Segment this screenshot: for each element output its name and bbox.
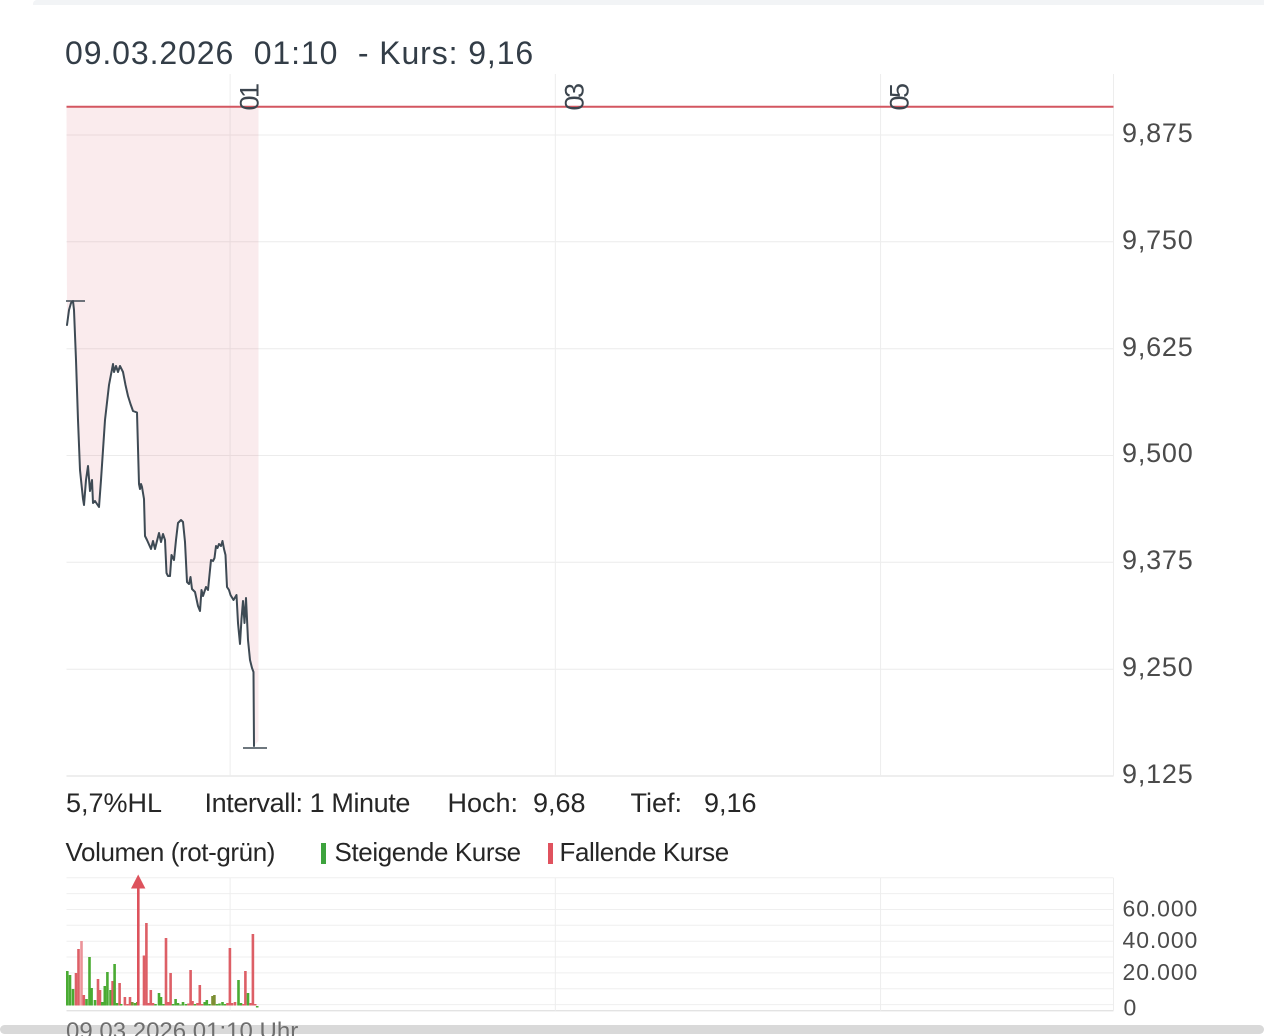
svg-text:20.000: 20.000 xyxy=(1123,959,1199,985)
svg-text:01: 01 xyxy=(235,84,265,111)
svg-text:9,750: 9,750 xyxy=(1122,225,1194,255)
svg-text:9,375: 9,375 xyxy=(1122,545,1194,575)
svg-text:9,125: 9,125 xyxy=(1122,759,1194,789)
svg-text:03: 03 xyxy=(560,84,590,111)
svg-text:40.000: 40.000 xyxy=(1123,927,1199,953)
svg-text:9,250: 9,250 xyxy=(1122,652,1194,682)
svg-text:60.000: 60.000 xyxy=(1123,895,1199,921)
svg-text:9,875: 9,875 xyxy=(1122,118,1194,148)
svg-text:05: 05 xyxy=(885,84,915,111)
svg-text:9,625: 9,625 xyxy=(1122,332,1194,362)
svg-text:9,500: 9,500 xyxy=(1122,438,1194,468)
svg-text:0: 0 xyxy=(1124,994,1137,1020)
